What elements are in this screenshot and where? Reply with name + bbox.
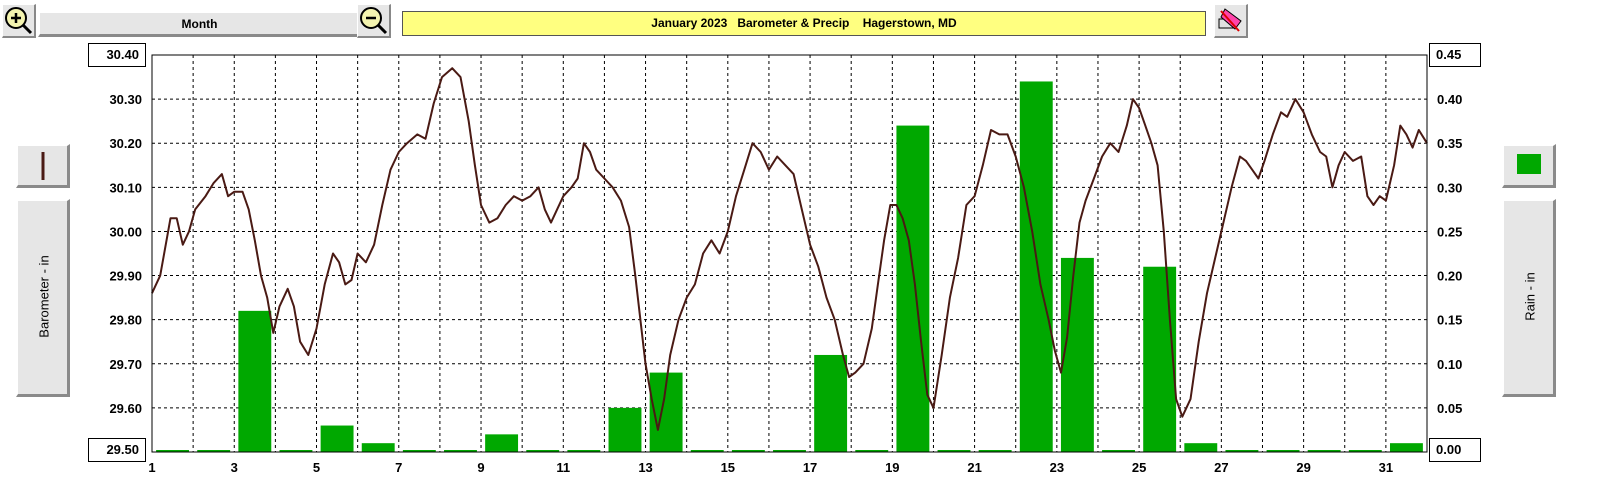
rain-bar xyxy=(690,450,724,452)
right-tick-label: 0.35 xyxy=(1437,136,1462,151)
x-tick-label: 1 xyxy=(148,460,155,475)
rain-bar xyxy=(814,354,848,452)
x-tick-label: 13 xyxy=(638,460,652,475)
left-tick-label: 29.90 xyxy=(109,269,142,284)
rain-bar xyxy=(731,450,765,452)
rain-bar xyxy=(1102,450,1135,452)
left-tick-label: 30.00 xyxy=(109,224,142,239)
plot-frame xyxy=(151,54,1428,453)
x-tick-label: 17 xyxy=(803,460,817,475)
rain-bar xyxy=(1266,450,1300,452)
right-tick-label: 0.20 xyxy=(1437,269,1462,284)
x-tick-label: 5 xyxy=(313,460,320,475)
rain-axis-button[interactable]: Rain - in xyxy=(1502,199,1556,397)
x-tick-label: 9 xyxy=(477,460,484,475)
x-tick-label: 15 xyxy=(721,460,735,475)
barometer-line-swatch-icon xyxy=(41,152,45,180)
left-tick-label: 29.80 xyxy=(109,313,142,328)
right-tick-label: 0.15 xyxy=(1437,313,1462,328)
left-tick-label: 29.70 xyxy=(109,357,142,372)
zoom-in-button[interactable] xyxy=(2,4,36,38)
right-axis-max-box: 0.45 xyxy=(1429,43,1481,67)
x-tick-label: 23 xyxy=(1050,460,1064,475)
right-tick-label: 0.05 xyxy=(1437,401,1462,416)
x-tick-label: 19 xyxy=(885,460,899,475)
rain-bar xyxy=(1348,450,1382,452)
rain-bar xyxy=(156,450,190,452)
rain-bar xyxy=(402,450,436,452)
rain-bar xyxy=(855,450,889,452)
rain-bar xyxy=(1143,266,1177,452)
x-tick-label: 31 xyxy=(1379,460,1393,475)
period-button[interactable]: Month xyxy=(38,11,362,37)
rain-bar xyxy=(1019,81,1053,452)
rain-bar xyxy=(1184,443,1218,452)
rain-bar xyxy=(1389,443,1423,452)
right-tick-label: 0.25 xyxy=(1437,224,1462,239)
rain-bar xyxy=(937,450,971,452)
left-tick-label: 30.10 xyxy=(109,180,142,195)
print-button[interactable] xyxy=(1214,4,1248,38)
x-tick-label: 11 xyxy=(556,460,570,475)
rain-bar xyxy=(279,450,313,452)
right-tick-label: 0.40 xyxy=(1437,92,1462,107)
rain-bars xyxy=(156,81,1423,453)
rain-bar xyxy=(320,425,354,452)
zoom-out-button[interactable] xyxy=(357,4,391,38)
rain-bar xyxy=(444,450,477,452)
barometer-axis-button[interactable]: Barometer - in xyxy=(16,199,70,397)
rain-bar-swatch-icon xyxy=(1517,154,1541,174)
rain-bar xyxy=(1225,450,1259,452)
x-tick-labels: 1 3 5 7 9 11 13 15 17 19 21 23 25 27 29 31 xyxy=(148,460,1393,475)
x-tick-label: 29 xyxy=(1296,460,1310,475)
rain-bar xyxy=(197,450,231,452)
print-icon xyxy=(1218,8,1242,32)
x-tick-label: 7 xyxy=(395,460,402,475)
left-axis-min-box: 29.50 xyxy=(88,438,146,462)
right-tick-label: 0.30 xyxy=(1437,180,1462,195)
rain-bar xyxy=(238,310,272,452)
right-axis-min-box: 0.00 xyxy=(1429,438,1481,462)
barometer-line-group xyxy=(151,67,1428,431)
barometer-line xyxy=(151,67,1428,431)
left-tick-label: 29.60 xyxy=(109,401,142,416)
right-axis-label: Rain - in xyxy=(1522,272,1538,321)
left-axis-max-box: 30.40 xyxy=(88,43,146,67)
rain-bar xyxy=(978,450,1012,452)
rain-legend-button[interactable] xyxy=(1502,144,1556,188)
x-tick-label: 21 xyxy=(967,460,981,475)
rain-bar xyxy=(608,407,642,452)
rain-bar xyxy=(485,434,519,452)
x-tick-label: 25 xyxy=(1132,460,1146,475)
x-tick-label: 27 xyxy=(1214,460,1228,475)
left-axis-label: Barometer - in xyxy=(36,255,52,338)
rain-bar xyxy=(1307,450,1341,452)
rain-bar xyxy=(896,125,930,453)
left-tick-label: 30.20 xyxy=(109,136,142,151)
left-tick-labels: 29.60 29.70 29.80 29.90 30.00 30.10 30.20 30.30 xyxy=(109,92,142,416)
rain-bar xyxy=(649,372,683,452)
right-tick-labels: 0.05 0.10 0.15 0.20 0.25 0.30 0.35 0.40 xyxy=(1437,92,1462,416)
x-tick-label: 3 xyxy=(231,460,238,475)
rain-bar xyxy=(526,450,560,452)
rain-bar xyxy=(1060,257,1094,452)
barometer-legend-button[interactable] xyxy=(16,144,70,188)
zoom-in-icon xyxy=(5,7,33,35)
zoom-out-icon xyxy=(360,7,388,35)
rain-bar xyxy=(773,450,806,452)
rain-bar xyxy=(361,443,395,452)
right-tick-label: 0.10 xyxy=(1437,357,1462,372)
chart-axes xyxy=(151,54,1428,453)
chart-title: January 2023 Barometer & Precip Hagersto… xyxy=(402,11,1206,36)
chart-grid xyxy=(152,54,1427,452)
rain-bar xyxy=(567,450,601,452)
left-tick-label: 30.30 xyxy=(109,92,142,107)
